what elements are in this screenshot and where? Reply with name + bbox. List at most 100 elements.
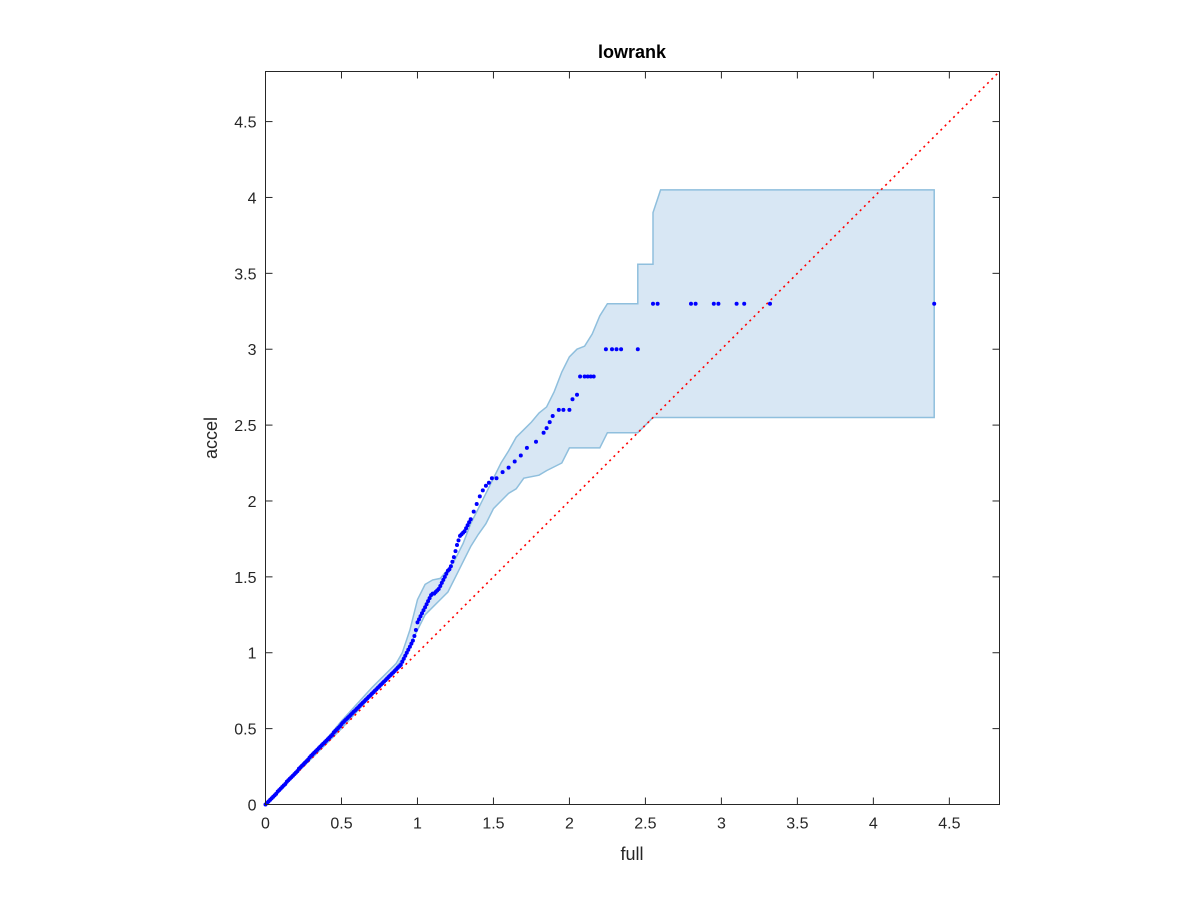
x-axis-label: full <box>620 844 643 864</box>
data-point <box>438 584 443 588</box>
data-point <box>635 347 640 352</box>
y-tick-label: 1 <box>248 646 257 663</box>
data-point <box>455 543 459 547</box>
y-tick-label: 2.5 <box>234 418 256 435</box>
plot-frame <box>265 71 1000 805</box>
y-tick-label: 2 <box>248 494 257 511</box>
data-point <box>489 476 494 481</box>
data-point <box>932 301 937 306</box>
data-point <box>453 549 458 554</box>
axis-ticks: 0 0.5 1 1.5 2 2.5 3 3.5 4 4.5 0 0.5 1 1.5 2 2.5 3 3.5 4 4.5 <box>234 71 1000 833</box>
data-point <box>506 465 511 470</box>
data-point <box>418 614 423 619</box>
data-point <box>578 374 583 379</box>
data-point <box>655 301 660 306</box>
data-point <box>403 653 408 658</box>
data-point <box>464 526 469 531</box>
data-point <box>582 374 587 379</box>
data-point <box>610 347 614 352</box>
data-point <box>465 523 470 528</box>
data-point <box>413 628 418 632</box>
y-tick-label: 4 <box>248 190 257 207</box>
data-point <box>415 620 420 625</box>
data-point <box>424 602 429 607</box>
data-point <box>401 656 406 661</box>
data-point <box>614 347 619 352</box>
data-point <box>483 483 488 488</box>
data-point <box>534 439 538 444</box>
x-tick-label: 2.5 <box>634 816 656 833</box>
y-axis-label: accel <box>201 417 221 459</box>
x-tick-label: 3 <box>717 816 726 833</box>
data-point <box>407 644 412 649</box>
data-point <box>711 301 716 306</box>
data-point <box>468 517 473 522</box>
data-point <box>556 407 561 412</box>
data-point <box>494 476 499 481</box>
data-point <box>439 580 444 585</box>
data-point <box>734 301 739 306</box>
data-point <box>450 559 455 564</box>
data-point <box>471 509 476 514</box>
data-point <box>567 407 572 412</box>
data-point <box>693 301 698 306</box>
y-tick-label: 1.5 <box>234 570 256 587</box>
data-point <box>716 301 721 306</box>
data-point <box>448 564 453 569</box>
data-point <box>518 453 523 458</box>
data-point <box>547 420 552 425</box>
data-point <box>524 445 529 450</box>
data-point <box>444 571 449 576</box>
plot-area <box>263 70 1001 807</box>
y-tick-label: 0.5 <box>234 722 256 739</box>
data-point <box>689 301 693 306</box>
data-point <box>406 647 411 652</box>
data-point <box>575 392 579 397</box>
data-point <box>541 430 546 435</box>
y-tick-label: 4.5 <box>234 115 256 132</box>
data-point <box>400 659 405 664</box>
data-point <box>412 634 417 638</box>
data-point <box>619 347 624 352</box>
data-point <box>570 397 575 402</box>
data-point <box>742 301 747 306</box>
data-point <box>409 641 414 646</box>
data-point <box>486 480 491 485</box>
data-point <box>561 407 566 412</box>
data-point <box>768 301 772 306</box>
x-tick-label: 1.5 <box>482 816 504 833</box>
x-tick-label: 0.5 <box>330 816 352 833</box>
data-point <box>588 374 593 379</box>
y-tick-label: 3 <box>248 342 257 359</box>
data-point <box>474 502 479 506</box>
data-point <box>462 529 467 534</box>
data-point <box>427 596 432 601</box>
data-point <box>603 347 608 352</box>
data-point <box>651 301 655 306</box>
confidence-band <box>264 189 935 806</box>
y-tick-label: 3.5 <box>234 266 256 283</box>
x-tick-label: 3.5 <box>786 816 808 833</box>
data-point <box>591 374 596 379</box>
data-point <box>456 538 461 543</box>
data-point <box>451 555 456 560</box>
data-point <box>420 611 424 616</box>
data-point <box>398 662 403 667</box>
data-point <box>544 426 549 431</box>
data-point <box>512 459 517 464</box>
x-tick-label: 4.5 <box>938 816 960 833</box>
data-point <box>417 617 421 622</box>
data-point <box>421 608 426 613</box>
data-point <box>410 638 415 643</box>
data-point <box>441 577 446 582</box>
data-point <box>447 567 452 572</box>
data-point <box>480 488 485 493</box>
x-tick-label: 2 <box>565 816 574 833</box>
data-point <box>426 599 431 604</box>
data-point <box>423 605 428 610</box>
reference-line <box>264 70 1001 806</box>
x-tick-label: 1 <box>413 816 422 833</box>
data-point <box>467 520 472 525</box>
x-tick-label: 0 <box>261 816 270 833</box>
